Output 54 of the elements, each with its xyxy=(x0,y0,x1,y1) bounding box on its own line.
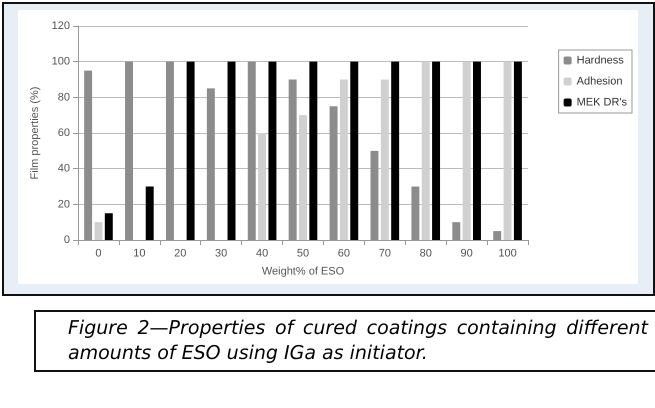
bar xyxy=(422,62,430,240)
bar xyxy=(258,133,266,240)
bar xyxy=(84,70,92,240)
bar xyxy=(452,222,460,240)
x-tick-label: 20 xyxy=(174,248,186,260)
bar xyxy=(288,80,297,240)
y-tick-label: 40 xyxy=(58,162,70,175)
y-tick-label: 100 xyxy=(52,56,70,68)
bar xyxy=(104,213,113,240)
bar xyxy=(146,186,154,240)
x-tick-label: 40 xyxy=(256,248,268,260)
bar xyxy=(380,80,389,240)
y-tick-label: 80 xyxy=(58,91,70,104)
bar xyxy=(309,62,318,240)
x-tick-label: 50 xyxy=(296,248,310,260)
bar xyxy=(473,62,481,240)
bar xyxy=(411,186,420,240)
x-tick-label: 0 xyxy=(95,248,102,260)
bar xyxy=(391,62,400,240)
bar xyxy=(370,150,378,240)
bar xyxy=(186,62,195,240)
legend-label: Adhesion xyxy=(576,76,622,88)
bar xyxy=(206,88,215,240)
x-tick-label: 30 xyxy=(215,248,228,260)
x-tick-label: 80 xyxy=(420,248,432,260)
bar xyxy=(514,62,522,240)
bar xyxy=(350,62,358,240)
x-tick-label: 70 xyxy=(378,248,391,260)
bar xyxy=(268,62,276,240)
bar xyxy=(432,62,440,240)
bar xyxy=(462,62,471,240)
bar xyxy=(248,62,256,240)
bar xyxy=(330,106,338,240)
bar xyxy=(94,222,102,240)
bar xyxy=(340,80,348,240)
bar xyxy=(504,62,512,240)
bar xyxy=(493,231,502,240)
x-tick-label: 100 xyxy=(498,248,517,260)
x-tick-label: 90 xyxy=(460,248,473,260)
legend-label: MEK DR's xyxy=(576,96,628,108)
bar xyxy=(166,62,174,240)
caption: Figure 2—Properties of cured coatings containing different amounts of ESO using IGa as initiator. xyxy=(68,316,648,366)
x-axis-title: Weight% of ESO xyxy=(262,266,345,278)
y-tick-label: 120 xyxy=(52,20,70,32)
bar xyxy=(125,62,133,240)
y-tick-label: 20 xyxy=(58,198,70,210)
y-tick-label: 0 xyxy=(64,234,70,246)
y-axis-title: Film properties (%) xyxy=(29,86,42,180)
bar xyxy=(299,115,307,240)
bar xyxy=(228,62,236,240)
legend-label: Hardness xyxy=(576,54,624,66)
x-tick-label: 60 xyxy=(338,248,350,260)
y-tick-label: 60 xyxy=(58,127,70,139)
x-tick-label: 10 xyxy=(133,248,146,260)
